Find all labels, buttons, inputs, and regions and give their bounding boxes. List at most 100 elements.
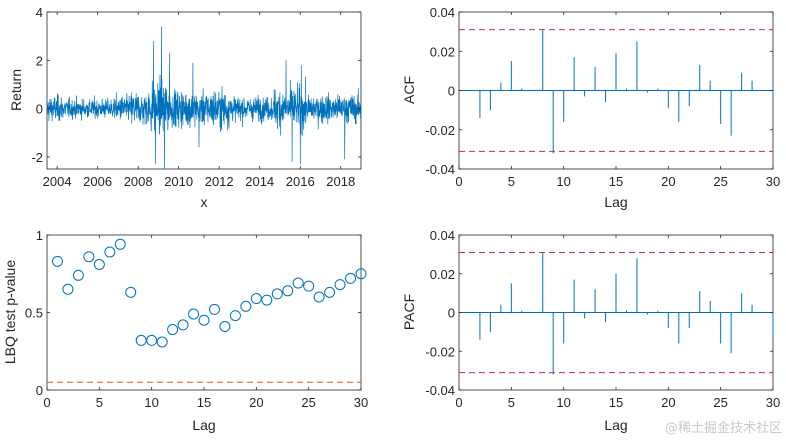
lbq-point xyxy=(135,334,147,346)
lbq-point xyxy=(146,334,158,346)
lbq-point xyxy=(240,300,252,312)
lbq-point xyxy=(125,286,137,298)
pacf-xlabel: Lag xyxy=(604,417,627,433)
lbq-point xyxy=(208,303,220,315)
lbq-point xyxy=(62,283,74,295)
acf-xtick-label: 5 xyxy=(508,174,515,189)
watermark: @稀土掘金技术社区 xyxy=(665,420,782,436)
lbq-point xyxy=(345,272,357,284)
returns-xtick-label: 2008 xyxy=(124,174,153,189)
acf-ytick-label: 0.04 xyxy=(430,5,455,20)
lbq-point xyxy=(93,258,105,270)
pacf-ytick-label: 0.04 xyxy=(430,228,455,243)
lbq-point xyxy=(156,336,168,348)
lbq-ytick-label: 0.5 xyxy=(25,306,43,321)
pacf-plot-area xyxy=(459,251,774,375)
lbq-point xyxy=(292,277,304,289)
lbq-point xyxy=(114,238,126,250)
lbq-xtick-label: 0 xyxy=(43,395,50,410)
lbq-point xyxy=(229,310,241,322)
returns-ticks: 2004 2006 2008 2010 2012 2014 2016 2018 -2 0 2 4 xyxy=(31,5,361,189)
lbq-point xyxy=(250,293,262,305)
lbq-xtick-label: 20 xyxy=(249,395,263,410)
acf-ticks: 0 5 10 15 20 25 30 -0.04 -0.02 0 0.02 0.04 xyxy=(425,5,780,189)
lbq-ytick-label: 0 xyxy=(36,383,43,398)
returns-ylabel: Return xyxy=(8,69,24,111)
returns-ytick-label: -2 xyxy=(31,150,43,165)
returns-ytick-label: 4 xyxy=(36,5,43,20)
pacf-xtick-label: 15 xyxy=(609,395,623,410)
pacf-xtick-label: 20 xyxy=(661,395,675,410)
lbq-point xyxy=(198,314,210,326)
lbq-ylabel: LBQ test p-value xyxy=(2,260,18,364)
returns-xtick-label: 2012 xyxy=(205,174,234,189)
pacf-xtick-label: 30 xyxy=(766,395,780,410)
pacf-ytick-label: 0.02 xyxy=(430,267,455,282)
lbq-point xyxy=(303,280,315,292)
acf-ylabel: ACF xyxy=(401,76,417,104)
acf-ytick-label: 0.02 xyxy=(430,44,455,59)
returns-ytick-label: 0 xyxy=(36,102,43,117)
returns-xlabel: x xyxy=(201,194,208,210)
acf-xtick-label: 15 xyxy=(609,174,623,189)
pacf-ytick-label: -0.04 xyxy=(425,383,455,398)
returns-xtick-label: 2014 xyxy=(245,174,274,189)
returns-axes-box xyxy=(46,11,362,170)
lbq-xtick-label: 30 xyxy=(354,395,368,410)
acf-ytick-label: -0.02 xyxy=(425,123,455,138)
lbq-point xyxy=(334,279,346,291)
pacf-xtick-label: 5 xyxy=(508,395,515,410)
lbq-xtick-label: 10 xyxy=(144,395,158,410)
returns-xtick-label: 2016 xyxy=(286,174,315,189)
lbq-point xyxy=(72,269,84,281)
lbq-xlabel: Lag xyxy=(192,417,215,433)
returns-plot-area xyxy=(47,26,361,169)
acf-xtick-label: 0 xyxy=(455,174,462,189)
lbq-ticks: 0 5 10 15 20 25 30 0 0.5 1 xyxy=(25,228,368,410)
lbq-point xyxy=(282,285,294,297)
pacf-ytick-label: 0 xyxy=(448,306,455,321)
lbq-point xyxy=(313,291,325,303)
lbq-point xyxy=(188,308,200,320)
returns-xtick-label: 2010 xyxy=(164,174,193,189)
pacf-panel: 0 5 10 15 20 25 30 -0.04 -0.02 0 0.02 0.04 Lag PACF xyxy=(401,228,780,433)
returns-ytick-label: 2 xyxy=(36,53,43,68)
acf-panel: 0 5 10 15 20 25 30 -0.04 -0.02 0 0.02 0.04 Lag ACF xyxy=(401,5,780,210)
acf-xtick-label: 20 xyxy=(661,174,675,189)
lbq-point xyxy=(324,286,336,298)
lbq-point xyxy=(167,324,179,336)
pacf-ylabel: PACF xyxy=(401,294,417,330)
lbq-point xyxy=(271,288,283,300)
pacf-xtick-label: 25 xyxy=(713,395,727,410)
acf-ytick-label: -0.04 xyxy=(425,162,455,177)
pacf-ticks: 0 5 10 15 20 25 30 -0.04 -0.02 0 0.02 0.04 xyxy=(425,228,780,410)
pacf-ytick-label: -0.02 xyxy=(425,344,455,359)
pacf-xtick-label: 10 xyxy=(556,395,570,410)
lbq-panel: 0 5 10 15 20 25 30 0 0.5 1 Lag LBQ test p-value xyxy=(2,228,368,433)
lbq-point xyxy=(51,255,63,267)
acf-xtick-label: 25 xyxy=(713,174,727,189)
acf-ytick-label: 0 xyxy=(448,84,455,99)
acf-xtick-label: 30 xyxy=(766,174,780,189)
lbq-ytick-label: 1 xyxy=(36,228,43,243)
acf-xtick-label: 10 xyxy=(556,174,570,189)
pacf-xtick-label: 0 xyxy=(455,395,462,410)
acf-xlabel: Lag xyxy=(604,194,627,210)
lbq-xtick-label: 15 xyxy=(197,395,211,410)
returns-xtick-label: 2004 xyxy=(43,174,72,189)
lbq-point xyxy=(355,268,367,280)
returns-series-line xyxy=(47,26,361,169)
lbq-point xyxy=(83,251,95,263)
acf-plot-area xyxy=(459,29,774,154)
lbq-point xyxy=(177,319,189,331)
lbq-point xyxy=(104,246,116,258)
lbq-plot-area xyxy=(47,238,367,383)
lbq-point xyxy=(219,320,231,332)
lbq-xtick-label: 5 xyxy=(96,395,103,410)
returns-xtick-label: 2006 xyxy=(83,174,112,189)
lbq-xtick-label: 25 xyxy=(301,395,315,410)
lbq-point xyxy=(261,294,273,306)
returns-xtick-label: 2018 xyxy=(326,174,355,189)
